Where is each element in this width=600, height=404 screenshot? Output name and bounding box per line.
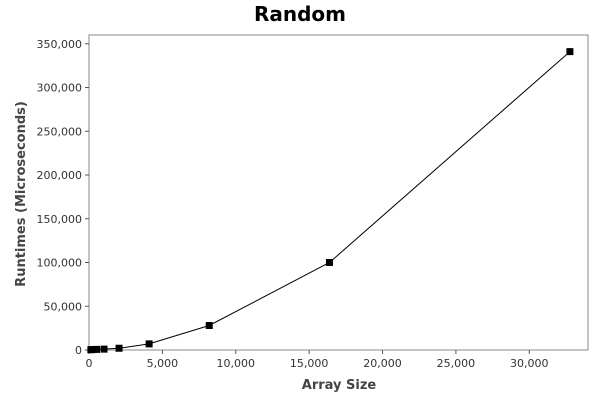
plot-frame — [88, 34, 589, 351]
y-tick-label: 150,000 — [37, 213, 83, 226]
series-line — [90, 51, 571, 351]
data-point — [115, 344, 123, 352]
x-tick-label: 15,000 — [290, 357, 329, 370]
data-point — [205, 322, 213, 329]
data-point — [325, 259, 333, 266]
chart-title: Random — [254, 2, 346, 26]
x-tick-label: 20,000 — [363, 357, 402, 370]
y-tick-label: 200,000 — [37, 169, 83, 182]
y-tick-label: 250,000 — [37, 125, 83, 138]
y-tick-label: 100,000 — [37, 257, 83, 270]
x-axis: 0 5,000 10,000 15,000 20,000 25,000 30,000 — [86, 350, 549, 370]
y-axis: 0 50,000 100,000 150,000 200,000 250,000 300,0… — [37, 38, 89, 357]
x-axis-label: Array Size — [302, 378, 377, 393]
data-point — [93, 345, 101, 353]
x-tick-label: 5,000 — [147, 357, 179, 370]
data-point — [100, 345, 108, 353]
x-tick-label: 25,000 — [437, 357, 476, 370]
x-tick-label: 30,000 — [510, 357, 549, 370]
y-tick-label: 50,000 — [44, 300, 83, 313]
x-tick-label: 10,000 — [217, 357, 256, 370]
y-tick-label: 0 — [75, 344, 82, 357]
y-axis-label: Runtimes (Microseconds) — [14, 101, 29, 287]
y-tick-label: 350,000 — [37, 38, 83, 51]
data-point — [89, 346, 97, 354]
y-tick-label: 300,000 — [37, 82, 83, 95]
data-point — [566, 48, 574, 56]
series-layer — [87, 48, 574, 354]
x-tick-label: 0 — [86, 357, 93, 370]
data-point — [145, 340, 153, 348]
